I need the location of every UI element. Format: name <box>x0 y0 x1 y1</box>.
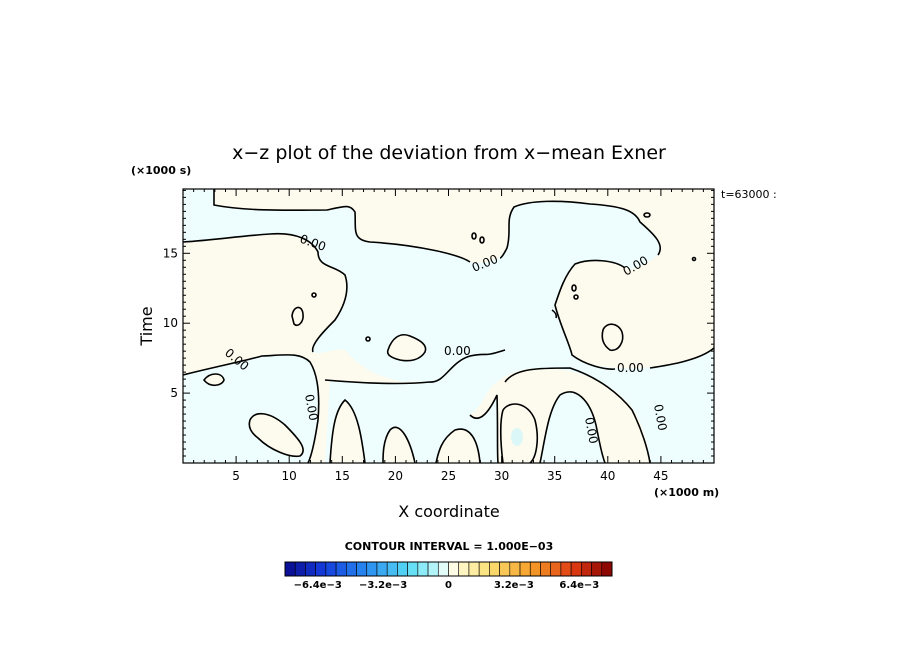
colorbar-swatch <box>540 561 551 577</box>
colorbar-swatch <box>376 561 388 577</box>
colorbar-swatch <box>458 561 470 577</box>
x-tick-label: 5 <box>232 469 240 483</box>
contour-label: 0.00 <box>444 344 471 358</box>
colorbar-swatch <box>529 561 541 577</box>
colorbar-tick-label: −3.2e−3 <box>359 580 407 591</box>
x-axis-label: X coordinate <box>398 502 499 521</box>
colorbar-swatch <box>386 561 398 577</box>
x-axis: 5 10 15 20 25 30 35 40 45 <box>193 189 704 483</box>
contour-label: 0.00 <box>651 403 669 432</box>
colorbar-swatch <box>489 561 500 577</box>
negative-region-lower-center <box>325 380 498 463</box>
colorbar-swatch <box>499 561 511 577</box>
zero-contours <box>183 189 714 463</box>
colorbar-tick-label: 3.2e−3 <box>494 580 534 591</box>
colorbar-swatch <box>427 561 439 577</box>
contour-label: 0.00 <box>582 416 600 445</box>
colorbar-swatch <box>397 561 408 577</box>
colorbar-swatch <box>468 561 480 577</box>
colorbar-swatch <box>570 561 582 577</box>
contour-interval-text: CONTOUR INTERVAL = 1.000E−03 <box>345 540 554 553</box>
colorbar <box>284 561 613 577</box>
positive-pocket-left <box>292 307 304 326</box>
colorbar-swatch <box>519 561 531 577</box>
colorbar-swatch <box>550 561 562 577</box>
positive-pocket-center <box>387 334 426 361</box>
x-tick-label: 40 <box>600 469 615 483</box>
colorbar-swatch <box>407 561 419 577</box>
positive-pocket-right <box>602 324 623 351</box>
colorbar-swatch <box>335 561 347 577</box>
colorbar-swatch <box>325 561 337 577</box>
negative-region-lower-right <box>540 391 605 463</box>
colorbar-swatch <box>284 561 296 577</box>
colorbar-swatch <box>591 561 603 577</box>
negative-minimum-blob <box>511 428 523 446</box>
y-tick-label: 5 <box>170 386 178 400</box>
y-unit-label: (×1000 s) <box>131 164 191 177</box>
x-tick-label: 35 <box>547 469 562 483</box>
colorbar-swatch <box>356 561 368 577</box>
x-unit-label: (×1000 m) <box>654 486 719 499</box>
x-tick-label: 10 <box>282 469 297 483</box>
colorbar-tick-label: −6.4e−3 <box>294 580 342 591</box>
colorbar-tick-label: 6.4e−3 <box>559 580 599 591</box>
positive-pocket-small <box>204 374 224 386</box>
y-axis-label: Time <box>137 306 156 346</box>
colorbar-swatch <box>581 561 592 577</box>
chart-title: x−z plot of the deviation from x−mean Ex… <box>232 142 666 164</box>
colorbar-swatch <box>294 561 306 577</box>
x-tick-label: 45 <box>653 469 668 483</box>
plot-area: 0.00 0.00 0.00 0.00 0.00 0.00 0.00 0.00 <box>183 189 714 463</box>
colorbar-swatch <box>509 561 521 577</box>
contour-label: 0.00 <box>617 361 644 375</box>
colorbar-swatch <box>366 561 378 577</box>
colorbar-frame <box>284 561 613 577</box>
x-tick-label: 25 <box>441 469 456 483</box>
colorbar-tick-label: 0 <box>445 580 452 591</box>
positive-pocket-lower <box>249 413 304 457</box>
colorbar-ticks: −6.4e−3 −3.2e−3 0 3.2e−3 6.4e−3 <box>294 580 600 591</box>
colorbar-swatch <box>437 561 449 577</box>
colorbar-swatch <box>346 561 357 577</box>
negative-region <box>183 189 714 463</box>
colorbar-swatch <box>305 561 316 577</box>
y-axis: 5 10 15 <box>163 189 714 457</box>
y-tick-label: 10 <box>163 316 178 330</box>
x-tick-label: 20 <box>388 469 403 483</box>
colorbar-swatch <box>448 561 460 577</box>
colorbar-swatch <box>478 561 490 577</box>
x-tick-label: 15 <box>335 469 350 483</box>
colorbar-swatch <box>560 561 572 577</box>
contour-label: 0.00 <box>302 393 320 422</box>
y-tick-label: 15 <box>163 246 178 260</box>
colorbar-swatch <box>315 561 327 577</box>
colorbar-swatch <box>601 561 613 577</box>
x-tick-label: 30 <box>494 469 509 483</box>
time-stamp: t=63000 : <box>721 188 777 201</box>
colorbar-swatch <box>417 561 429 577</box>
